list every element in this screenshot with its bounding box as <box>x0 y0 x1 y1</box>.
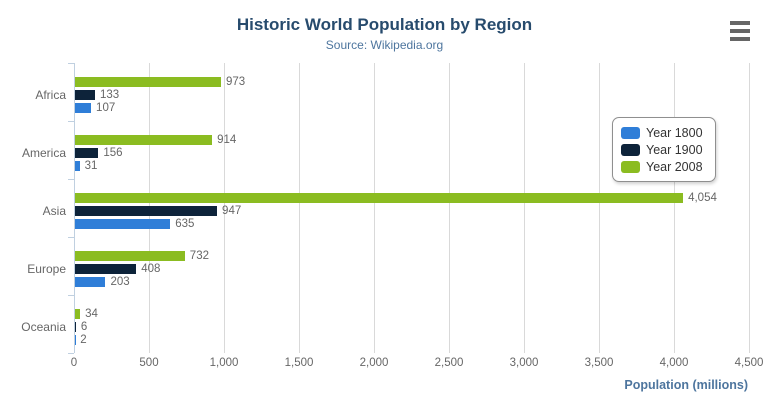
bar-year-2008-africa[interactable] <box>75 77 221 87</box>
bar-row: 914 <box>75 134 237 146</box>
bar-row: 133 <box>75 89 120 101</box>
bar-year-2008-asia[interactable] <box>75 193 684 203</box>
hamburger-bar <box>730 21 750 25</box>
x-tick-label: 0 <box>70 357 78 369</box>
gridline <box>674 63 675 353</box>
gridline <box>224 63 225 353</box>
legend-swatch <box>621 160 640 173</box>
category-tick <box>68 353 74 354</box>
bar-value-label: 133 <box>99 89 120 101</box>
chart-subtitle: Source: Wikipedia.org <box>325 38 444 52</box>
bar-value-label: 914 <box>217 134 237 146</box>
bar-value-label: 732 <box>189 250 209 262</box>
category-tick <box>68 179 74 180</box>
bar-year-1900-europe[interactable] <box>75 264 137 274</box>
bar-value-label: 6 <box>80 321 88 333</box>
legend-swatch <box>621 143 640 156</box>
category-label-africa: Africa <box>35 88 66 102</box>
legend: Year 1800 Year 1900 Year 2008 <box>612 117 716 182</box>
bar-row: 947 <box>75 205 242 217</box>
gridline <box>299 63 300 353</box>
category-tick <box>68 63 74 64</box>
category-label-asia: Asia <box>42 204 66 218</box>
x-tick-label: 1,000 <box>209 357 239 369</box>
bar-row: 203 <box>75 276 130 288</box>
bar-value-label: 4,054 <box>688 192 717 204</box>
x-axis-title: Population (millions) <box>624 378 748 392</box>
bar-row: 408 <box>75 263 161 275</box>
x-tick-label: 3,000 <box>509 357 539 369</box>
bar-row: 107 <box>75 102 116 114</box>
bar-row: 34 <box>75 308 98 320</box>
hamburger-icon[interactable] <box>730 21 750 41</box>
bar-value-label: 156 <box>103 147 123 159</box>
bar-row: 732 <box>75 250 209 262</box>
hamburger-bar <box>730 29 750 33</box>
bar-year-1900-america[interactable] <box>75 148 99 158</box>
bar-value-label: 34 <box>85 308 98 320</box>
x-tick-label: 2,000 <box>359 357 389 369</box>
x-tick-label: 4,500 <box>734 357 764 369</box>
x-tick-label: 500 <box>139 357 159 369</box>
hamburger-bar <box>730 37 750 41</box>
bar-value-label: 2 <box>80 334 87 346</box>
legend-item-year-1800[interactable]: Year 1800 <box>621 124 703 141</box>
category-axis-labels: Africa America Asia Europe Oceania <box>0 63 66 353</box>
bar-row: 973 <box>75 76 246 88</box>
bar-value-label: 635 <box>175 218 195 230</box>
bar-row: 4,054 <box>75 192 717 204</box>
category-tick <box>68 121 74 122</box>
bar-year-1800-america[interactable] <box>75 161 80 171</box>
category-label-europe: Europe <box>27 262 66 276</box>
bar-row: 31 <box>75 160 98 172</box>
bar-year-1800-africa[interactable] <box>75 103 92 113</box>
legend-item-year-1900[interactable]: Year 1900 <box>621 141 703 158</box>
legend-label: Year 2008 <box>646 159 703 174</box>
legend-swatch <box>621 126 640 139</box>
bar-row: 6 <box>75 321 88 333</box>
bar-value-label: 107 <box>96 102 116 114</box>
legend-label: Year 1800 <box>646 125 703 140</box>
bar-value-label: 408 <box>141 263 161 275</box>
bar-year-2008-america[interactable] <box>75 135 213 145</box>
legend-item-year-2008[interactable]: Year 2008 <box>621 158 703 175</box>
chart-title: Historic World Population by Region <box>236 15 533 34</box>
gridline <box>524 63 525 353</box>
bar-year-1900-africa[interactable] <box>75 90 95 100</box>
legend-label: Year 1900 <box>646 142 703 157</box>
bar-year-1900-asia[interactable] <box>75 206 218 216</box>
gridline <box>749 63 750 353</box>
x-tick-label: 1,500 <box>284 357 314 369</box>
gridline <box>449 63 450 353</box>
x-tick-label: 4,000 <box>659 357 689 369</box>
bar-year-1800-asia[interactable] <box>75 219 171 229</box>
bar-year-2008-oceania[interactable] <box>75 309 81 319</box>
bar-row: 635 <box>75 218 195 230</box>
category-tick <box>68 295 74 296</box>
bar-value-label: 203 <box>110 276 130 288</box>
bar-value-label: 973 <box>225 76 246 88</box>
category-label-america: America <box>21 146 66 160</box>
bar-year-1800-europe[interactable] <box>75 277 106 287</box>
bar-year-1900-oceania[interactable] <box>75 322 76 332</box>
gridline <box>599 63 600 353</box>
gridline <box>374 63 375 353</box>
bar-row: 156 <box>75 147 123 159</box>
x-tick-label: 2,500 <box>434 357 464 369</box>
x-tick-label: 3,500 <box>584 357 614 369</box>
bar-row: 2 <box>75 334 87 346</box>
category-axis-line <box>74 63 75 353</box>
category-tick <box>68 237 74 238</box>
category-label-oceania: Oceania <box>21 320 66 334</box>
bar-value-label: 947 <box>222 205 242 217</box>
bar-year-2008-europe[interactable] <box>75 251 185 261</box>
bar-value-label: 31 <box>84 160 98 172</box>
plot-area: 973 133 107 914 156 31 4,054 947 635 732 408 203 34 6… <box>68 63 750 354</box>
